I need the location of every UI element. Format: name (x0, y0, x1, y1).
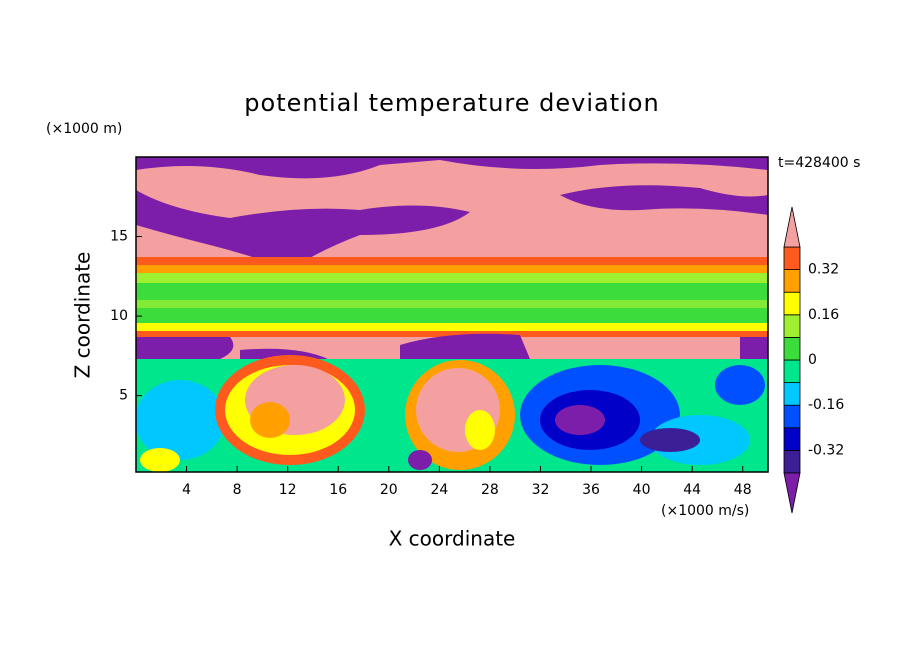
colorbar-over (783, 206, 801, 248)
x-tick-label: 24 (430, 482, 448, 498)
x-tick-label: 40 (633, 482, 651, 498)
x-tick-label: 48 (734, 482, 752, 498)
x-tick-label: 8 (233, 482, 242, 498)
colorbar-tick-label: 0.16 (808, 307, 839, 323)
y-tick-label: 15 (110, 229, 128, 245)
annotation: t=428400 s (778, 155, 860, 171)
colorbar-box (783, 269, 801, 293)
y-unit: (×1000 m) (46, 121, 122, 137)
x-tick-label: 4 (182, 482, 191, 498)
x-tick-label: 32 (532, 482, 550, 498)
colorbar-box (783, 291, 801, 316)
colorbar-box (783, 246, 801, 271)
x-unit: (×1000 m/s) (661, 503, 749, 519)
x-axis-label: X coordinate (389, 527, 516, 551)
x-tick-label: 44 (683, 482, 701, 498)
contour-field (136, 157, 768, 472)
y-tick-label: 10 (110, 308, 128, 324)
colorbar-box (783, 449, 801, 474)
colorbar-tick-label: 0 (808, 352, 817, 368)
y-tick-label: 5 (119, 388, 128, 404)
x-tick-label: 36 (582, 482, 600, 498)
colorbar-box (783, 382, 801, 406)
x-tick-label: 12 (279, 482, 297, 498)
colorbar-box (783, 404, 801, 429)
x-tick-label: 20 (380, 482, 398, 498)
colorbar-box (783, 427, 801, 451)
colorbar-tick-label: -0.32 (808, 442, 844, 458)
colorbar-box (783, 336, 801, 361)
colorbar-under (783, 472, 801, 514)
colorbar-tick-label: 0.32 (808, 262, 839, 278)
y-axis-label: Z coordinate (71, 252, 95, 379)
colorbar-tick-label: -0.16 (808, 397, 844, 413)
colorbar-box (783, 359, 801, 384)
x-tick-label: 16 (329, 482, 347, 498)
chart-title: potential temperature deviation (244, 89, 659, 117)
plot-frame (135, 156, 769, 473)
colorbar-box (783, 314, 801, 338)
x-tick-label: 28 (481, 482, 499, 498)
